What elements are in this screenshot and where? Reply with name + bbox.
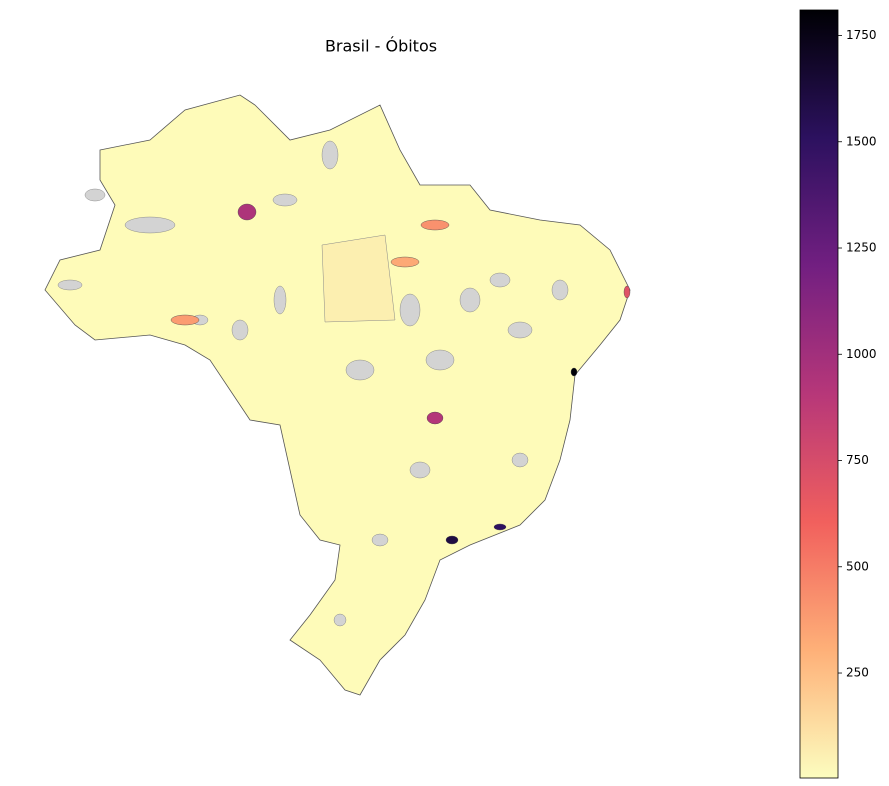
missing-region: [273, 285, 287, 315]
municipality: [426, 411, 444, 425]
municipality: [493, 523, 507, 531]
colorbar-tick-label: 1000: [846, 347, 877, 361]
missing-region: [321, 140, 339, 170]
missing-region: [272, 193, 298, 207]
missing-region: [399, 293, 421, 327]
missing-region: [507, 321, 533, 339]
colorbar-tick-label: 500: [846, 559, 869, 573]
missing-region: [57, 279, 83, 291]
missing-region: [124, 216, 176, 234]
missing-region: [409, 461, 431, 479]
large-municipality: [321, 234, 396, 323]
missing-region: [345, 359, 375, 381]
colorbar-tick-label: 1750: [846, 28, 877, 42]
missing-region: [425, 349, 455, 371]
colorbar: [799, 9, 839, 779]
colorbar-tick-label: 750: [846, 453, 869, 467]
missing-region: [84, 188, 106, 202]
map: [44, 94, 631, 696]
colorbar-tick-label: 1250: [846, 241, 877, 255]
colorbar-tick-label: 250: [846, 666, 869, 680]
country-outline: [44, 94, 631, 696]
missing-region: [511, 452, 529, 468]
municipality: [420, 219, 450, 231]
colorbar-tick-label: 1500: [846, 134, 877, 148]
municipality: [570, 367, 578, 377]
municipality: [237, 203, 257, 221]
missing-region: [231, 319, 249, 341]
chart-title: Brasil - Óbitos: [325, 37, 437, 56]
missing-region: [551, 279, 569, 301]
missing-region: [459, 287, 481, 313]
municipality: [623, 285, 631, 299]
municipality: [390, 256, 420, 268]
missing-region: [333, 613, 347, 627]
missing-region: [489, 272, 511, 288]
municipality: [445, 535, 459, 545]
municipality: [170, 314, 200, 326]
missing-region: [371, 533, 389, 547]
